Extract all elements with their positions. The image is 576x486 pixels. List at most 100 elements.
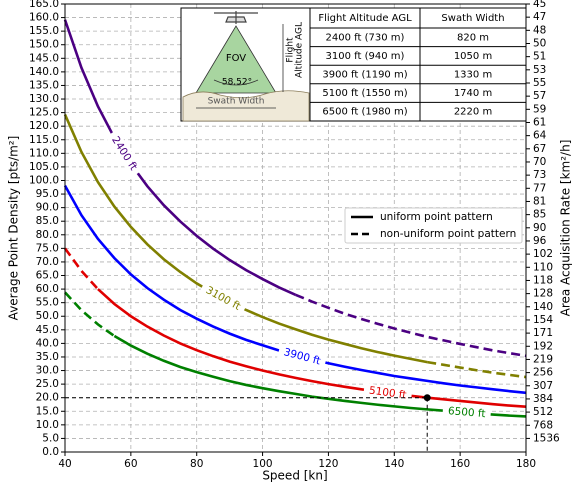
series-label-group: 3100 ft (198, 280, 248, 317)
y-tick-label: 40.0 (36, 337, 59, 349)
y-tick-label: 65.0 (36, 270, 59, 282)
altitude-label: Altitude AGL (295, 22, 305, 78)
y2-tick-label: 768 (533, 419, 553, 431)
y-tick-label: 75.0 (36, 242, 59, 254)
x-tick-label: 40 (58, 458, 71, 470)
fov-label: FOV (226, 53, 246, 64)
y-tick-label: 15.0 (36, 405, 59, 417)
y2-tick-label: 45 (533, 0, 546, 10)
series-label: 3900 ft (282, 346, 322, 367)
table-cell: 1330 m (454, 70, 492, 81)
table-cell: 1740 m (454, 88, 492, 99)
y-tick-label: 120.0 (29, 120, 59, 132)
label-background (105, 129, 144, 178)
table-cell: 6500 ft (1980 m) (322, 107, 407, 118)
y2-tick-label: 59 (533, 103, 546, 115)
angle-label: 58.52° (222, 78, 252, 88)
y-tick-label: 150.0 (29, 39, 59, 51)
series-label-group: 5100 ft (362, 382, 413, 404)
y2-tick-label: 219 (533, 353, 553, 365)
y-tick-label: 0.0 (42, 446, 59, 458)
y2-tick-label: 67 (533, 143, 546, 155)
y-tick-label: 35.0 (36, 351, 59, 363)
y-axis-label: Average Point Density [pts/m²] (7, 136, 21, 321)
series-line (64, 291, 116, 338)
y-tick-label: 50.0 (36, 310, 59, 322)
series-line (113, 334, 527, 418)
y-tick-label: 5.0 (42, 432, 59, 444)
label-background (277, 343, 328, 370)
y2-tick-label: 384 (533, 393, 553, 405)
y2-tick-label: 512 (533, 406, 553, 418)
table-cell: 3900 ft (1190 m) (322, 70, 407, 81)
y-tick-label: 105.0 (29, 161, 59, 173)
angle-arc (213, 79, 259, 86)
y-tick-label: 155.0 (29, 25, 59, 37)
y2-tick-label: 110 (533, 261, 553, 273)
y2-tick-label: 307 (533, 380, 553, 392)
swath-label: Swath Width (208, 97, 265, 107)
x-tick-label: 160 (450, 458, 470, 470)
legend-label: non-uniform point pattern (380, 228, 516, 240)
y2-tick-label: 77 (533, 182, 546, 194)
y-tick-label: 80.0 (36, 229, 59, 241)
y-tick-label: 140.0 (29, 66, 59, 78)
y2-tick-label: 118 (533, 274, 553, 286)
y-tick-label: 60.0 (36, 283, 59, 295)
y-tick-label: 125.0 (29, 107, 59, 119)
series-line (97, 288, 527, 408)
y2-tick-label: 61 (533, 116, 546, 128)
y2-tick-label: 64 (533, 130, 547, 142)
series-label-group: 6500 ft (442, 403, 492, 422)
x-tick-label: 120 (318, 458, 338, 470)
y2-tick-label: 192 (533, 340, 553, 352)
y-tick-label: 30.0 (36, 365, 59, 377)
fov-cone (195, 25, 277, 94)
aircraft (214, 11, 258, 24)
x-axis-label: Speed [kn] (262, 469, 327, 483)
y2-tick-label: 171 (533, 327, 553, 339)
y2-tick-label: 53 (533, 64, 546, 76)
inset-table: Flight Altitude AGL Swath Width 2400 ft (7… (309, 7, 527, 122)
y-tick-label: 135.0 (29, 79, 59, 91)
y-tick-label: 70.0 (36, 256, 59, 268)
y-tick-label: 110.0 (29, 147, 59, 159)
y-tick-label: 100.0 (29, 174, 59, 186)
y2-tick-label: 55 (533, 77, 546, 89)
x-tick-label: 140 (384, 458, 404, 470)
y-tick-label: 95.0 (36, 188, 59, 200)
table-cell: 5100 ft (1550 m) (322, 88, 407, 99)
series-line (426, 360, 527, 379)
ground (182, 90, 310, 122)
y2-tick-label: 48 (533, 24, 546, 36)
y2-tick-label: 57 (533, 90, 546, 102)
table-header: Swath Width (441, 13, 504, 24)
label-background (198, 280, 248, 317)
y2-tick-label: 256 (533, 367, 553, 379)
series-line (63, 19, 297, 296)
y-tick-label: 165.0 (29, 0, 59, 10)
table-header: Flight Altitude AGL (318, 13, 412, 24)
y-tick-label: 45.0 (36, 324, 59, 336)
y2-tick-label: 81 (533, 195, 546, 207)
y-tick-label: 20.0 (36, 392, 59, 404)
y-tick-label: 160.0 (29, 12, 59, 24)
y2-tick-label: 1536 (533, 432, 560, 444)
x-tick-label: 180 (516, 458, 536, 470)
altitude-label: Flight (286, 37, 296, 63)
y2-tick-label: 50 (533, 37, 546, 49)
y-tick-label: 90.0 (36, 202, 59, 214)
series-line (295, 293, 527, 358)
y-tick-label: 85.0 (36, 215, 59, 227)
x-tick-label: 80 (190, 458, 203, 470)
series-label-group: 3900 ft (277, 343, 328, 370)
x-tick-label: 60 (124, 458, 137, 470)
y2-tick-label: 73 (533, 169, 546, 181)
y2-tick-label: 140 (533, 301, 553, 313)
y2-tick-label: 96 (533, 235, 547, 247)
y2-tick-label: 154 (533, 314, 553, 326)
legend-label: uniform point pattern (380, 211, 493, 223)
y2-tick-label: 102 (533, 248, 553, 260)
y2-tick-label: 51 (533, 51, 546, 63)
